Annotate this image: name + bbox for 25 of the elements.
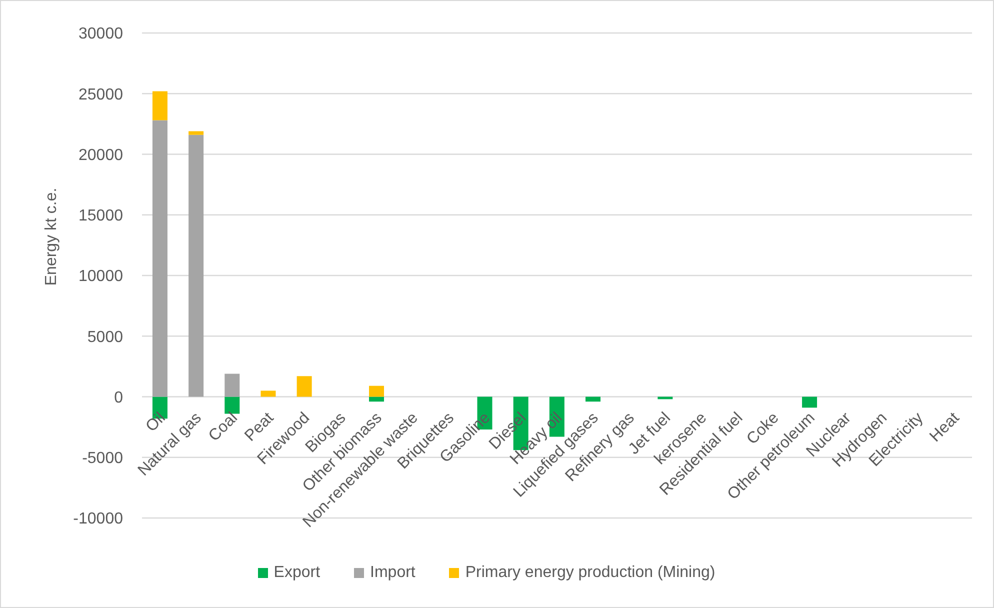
y-tick-label: 5000 — [87, 328, 124, 346]
x-tick-label: Oil — [142, 409, 169, 436]
y-tick-label: 10000 — [78, 268, 124, 286]
bar — [224, 374, 240, 397]
bar — [152, 120, 168, 397]
bar — [368, 386, 384, 397]
legend-label: Primary energy production (Mining) — [465, 564, 716, 582]
y-tick-label: 20000 — [78, 146, 124, 164]
y-tick-label: 30000 — [78, 26, 124, 43]
bar — [296, 376, 312, 397]
legend-label: Export — [274, 564, 320, 582]
legend-label: Import — [370, 564, 416, 582]
y-tick-label: 25000 — [78, 86, 124, 104]
bar — [802, 396, 818, 408]
y-tick-label: -10000 — [73, 510, 124, 528]
bar — [368, 396, 384, 402]
y-tick-label: 0 — [114, 389, 124, 406]
bar — [188, 134, 204, 397]
bar — [152, 91, 168, 120]
bar — [188, 131, 204, 135]
y-tick-label: -5000 — [82, 450, 124, 468]
bar — [260, 390, 276, 397]
bar — [586, 396, 601, 402]
y-tick-label: 15000 — [78, 208, 124, 225]
y-axis-title: Energy kt c.e. — [42, 188, 60, 286]
